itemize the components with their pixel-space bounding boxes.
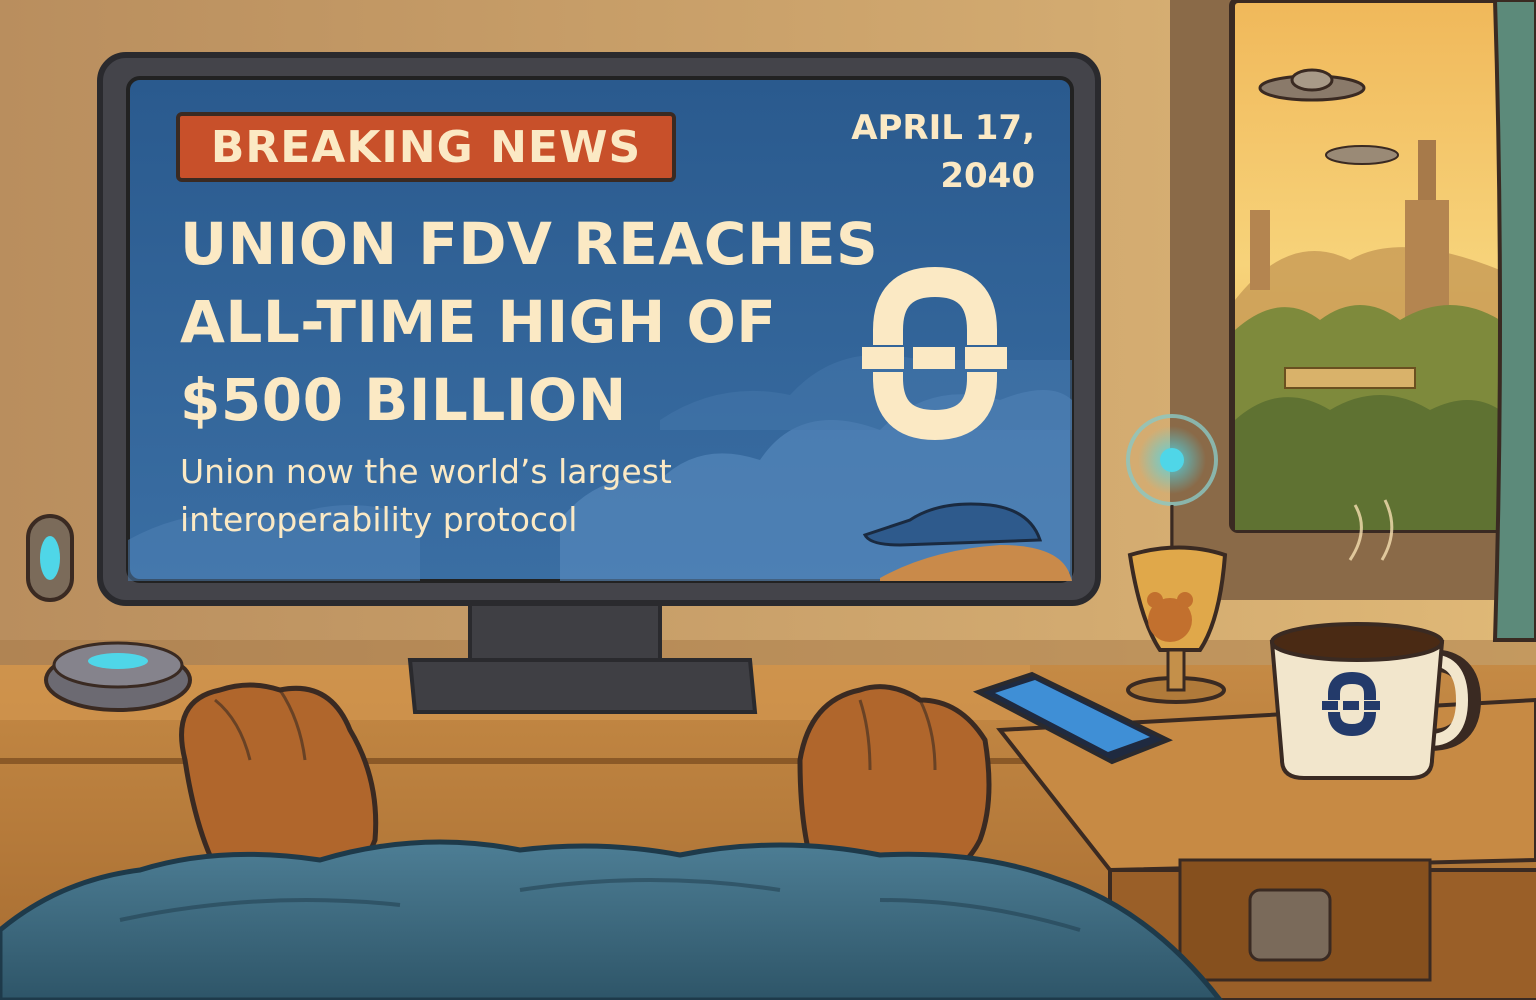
news-headline: UNION FDV REACHES ALL-TIME HIGH OF $500 …: [180, 205, 940, 439]
news-date: APRIL 17, 2040: [820, 104, 1035, 200]
breaking-news-label: BREAKING NEWS: [210, 121, 642, 173]
union-logo-icon: [862, 266, 1007, 441]
headline-line3: $500 BILLION: [180, 366, 627, 434]
blanket: [0, 839, 1224, 1000]
headline-line1: UNION FDV REACHES: [180, 210, 879, 278]
wall-sensor: [26, 514, 74, 602]
news-date-line2: 2040: [940, 156, 1035, 196]
subhead-line1: Union now the world’s largest: [180, 452, 672, 491]
headline-line2: ALL-TIME HIGH OF: [180, 288, 777, 356]
window: [1170, 0, 1536, 642]
news-date-line1: APRIL 17,: [851, 108, 1035, 148]
tv: [97, 52, 1101, 714]
smart-speaker: [44, 641, 192, 712]
bear-lamp: [1126, 545, 1228, 704]
coffee-mug: [1269, 499, 1482, 780]
breaking-news-badge: BREAKING NEWS: [176, 112, 676, 182]
subhead-line2: interoperability protocol: [180, 500, 578, 539]
mug-union-logo-icon: [1322, 671, 1380, 737]
smartphone: [972, 671, 1173, 765]
news-subheadline: Union now the world’s largest interopera…: [180, 448, 820, 544]
